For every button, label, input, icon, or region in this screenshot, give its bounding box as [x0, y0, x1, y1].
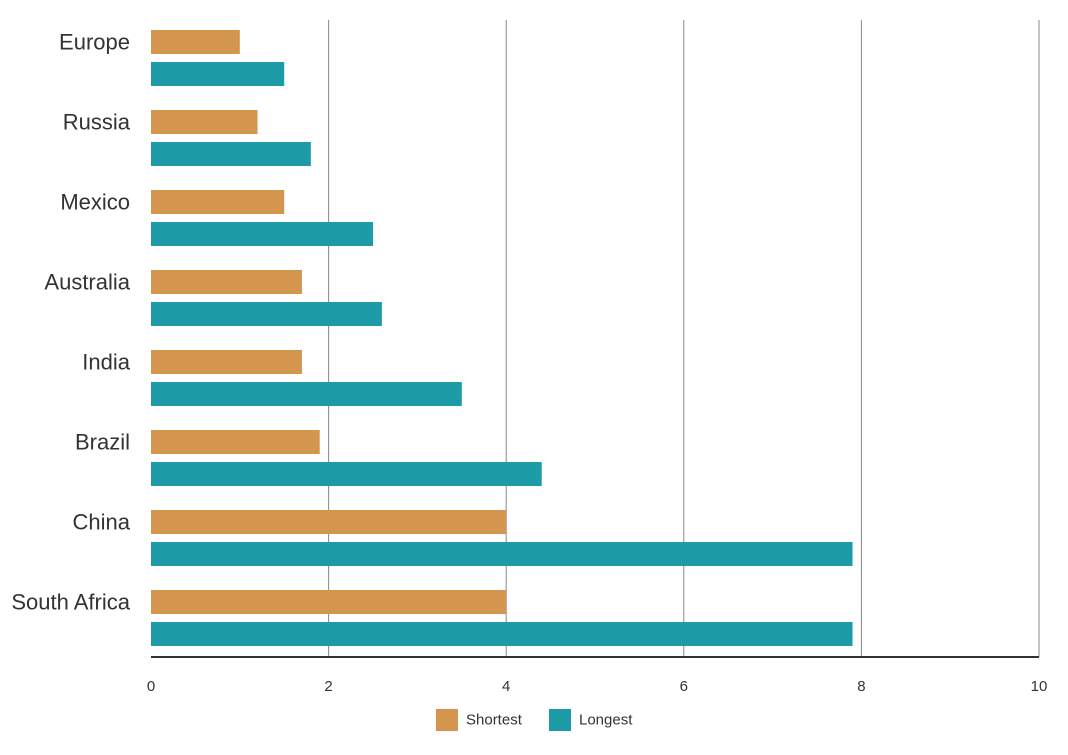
- x-tick-label: 4: [502, 678, 510, 695]
- x-tick-label: 0: [147, 678, 155, 695]
- bar-south-africa-shortest: [151, 590, 507, 614]
- bar-brazil-longest: [151, 462, 542, 486]
- bar-mexico-longest: [151, 222, 373, 246]
- category-label: Russia: [63, 110, 131, 135]
- bar-china-longest: [151, 542, 853, 566]
- x-tick-label: 8: [857, 678, 865, 695]
- legend: Shortest Longest: [436, 709, 633, 731]
- x-tick-label: 6: [680, 678, 688, 695]
- category-label: Mexico: [60, 190, 130, 215]
- bar-russia-shortest: [151, 110, 258, 134]
- bar-india-longest: [151, 382, 462, 406]
- category-label: Europe: [59, 30, 130, 55]
- legend-label-shortest: Shortest: [466, 712, 523, 729]
- bar-brazil-shortest: [151, 430, 320, 454]
- bar-china-shortest: [151, 510, 507, 534]
- bar-australia-longest: [151, 302, 382, 326]
- x-tick-label: 10: [1031, 678, 1048, 695]
- bar-south-africa-longest: [151, 622, 853, 646]
- category-label: South Africa: [11, 590, 130, 615]
- bar-europe-longest: [151, 62, 285, 86]
- x-tick-labels: 0 2 4 6 8 10: [147, 678, 1048, 695]
- bars: [151, 30, 853, 646]
- x-tick-label: 2: [324, 678, 332, 695]
- bar-australia-shortest: [151, 270, 302, 294]
- bar-europe-shortest: [151, 30, 240, 54]
- bar-russia-longest: [151, 142, 311, 166]
- legend-label-longest: Longest: [579, 712, 633, 729]
- bar-mexico-shortest: [151, 190, 285, 214]
- bar-india-shortest: [151, 350, 302, 374]
- category-label: India: [82, 350, 130, 375]
- category-label: China: [73, 510, 131, 535]
- legend-swatch-longest: [549, 709, 571, 731]
- category-labels: Europe Russia Mexico Australia India Brazil Ch…: [11, 30, 130, 615]
- category-label: Brazil: [75, 430, 130, 455]
- legend-swatch-shortest: [436, 709, 458, 731]
- category-label: Australia: [44, 270, 130, 295]
